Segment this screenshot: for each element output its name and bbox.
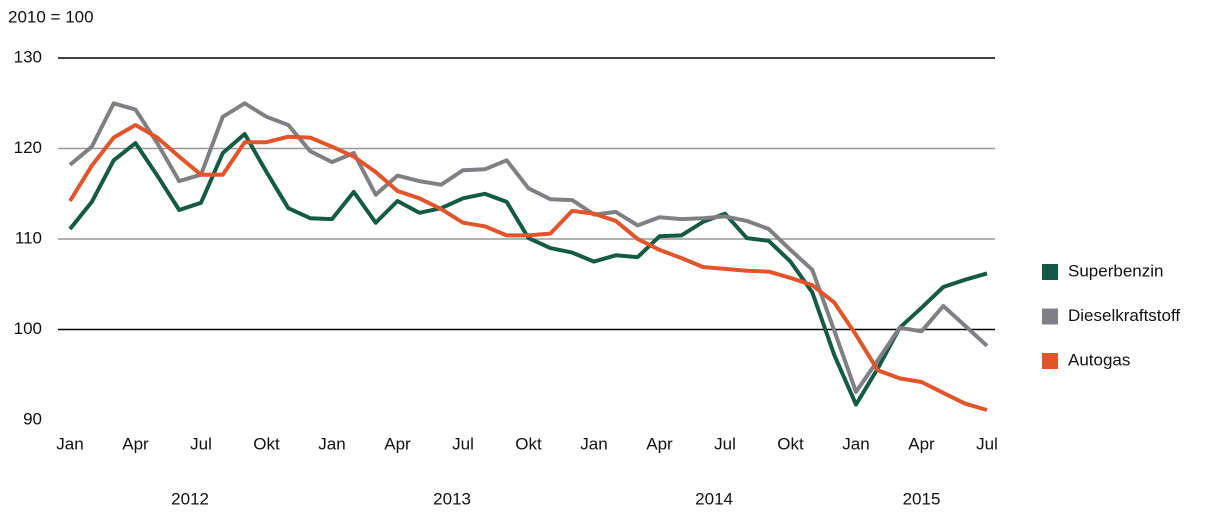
year-label: 2014 <box>695 489 733 508</box>
legend-swatch <box>1042 353 1058 369</box>
series-line <box>68 132 988 407</box>
x-tick-label: Jan <box>56 434 83 453</box>
series-line <box>68 101 989 394</box>
year-label: 2013 <box>433 489 471 508</box>
y-tick-label: 110 <box>15 228 42 247</box>
x-tick-label: Jul <box>190 434 212 453</box>
y-tick-label: 120 <box>14 138 42 157</box>
x-tick-label: Apr <box>646 434 673 453</box>
legend-label: Autogas <box>1068 350 1130 369</box>
series-line <box>68 123 988 412</box>
y-axis-label: 2010 = 100 <box>8 7 94 26</box>
x-tick-label: Okt <box>253 434 280 453</box>
legend-swatch <box>1042 264 1058 280</box>
x-tick-label: Apr <box>122 434 149 453</box>
y-tick-label: 130 <box>14 47 42 66</box>
x-tick-label: Jan <box>318 434 345 453</box>
x-tick-label: Jul <box>452 434 474 453</box>
x-tick-label: Okt <box>515 434 542 453</box>
x-tick-label: Jul <box>976 434 998 453</box>
x-tick-label: Apr <box>384 434 411 453</box>
legend-swatch <box>1042 308 1058 325</box>
x-tick-label: Jul <box>714 434 736 453</box>
legend-label: Superbenzin <box>1068 261 1163 280</box>
year-label: 2015 <box>903 489 941 508</box>
y-tick-label: 90 <box>23 409 42 428</box>
x-tick-label: Okt <box>777 434 804 453</box>
x-tick-label: Apr <box>908 434 935 453</box>
x-tick-label: Jan <box>842 434 869 453</box>
legend-label: Dieselkraftstoff <box>1068 306 1180 325</box>
year-label: 2012 <box>171 489 209 508</box>
y-tick-label: 100 <box>14 319 42 338</box>
x-tick-label: Jan <box>580 434 607 453</box>
